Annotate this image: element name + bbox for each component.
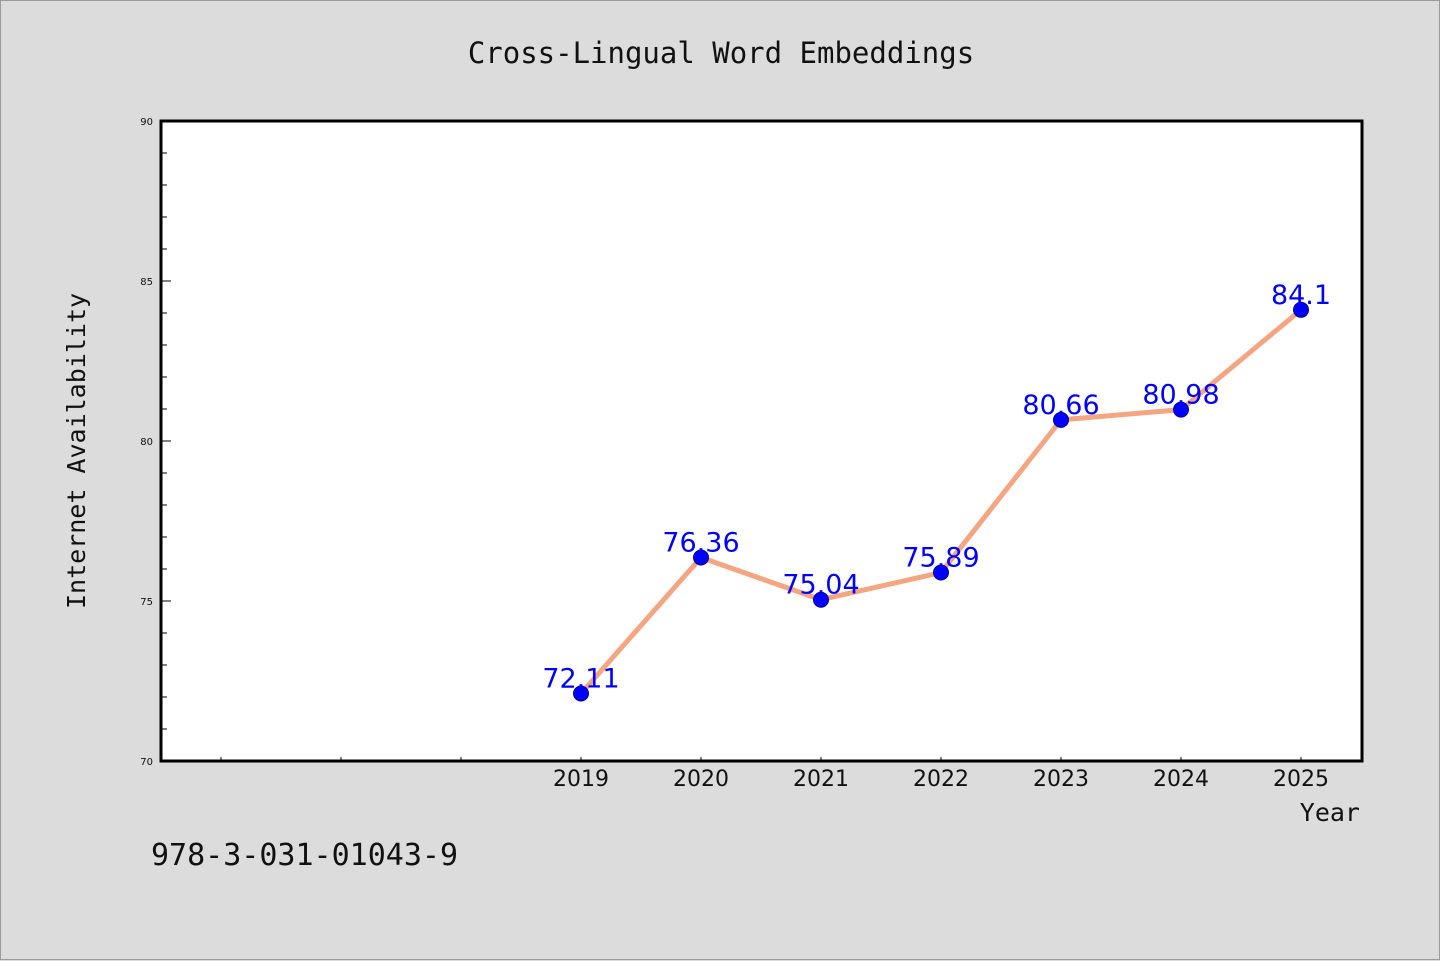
data-point	[1293, 301, 1309, 318]
y-tick-label: 70	[140, 757, 153, 768]
plot-area	[159, 119, 1364, 763]
data-point	[693, 549, 709, 566]
footer-identifier: 978-3-031-01043-9	[151, 838, 458, 873]
data-point	[933, 564, 949, 581]
x-tick-label: 2023	[1033, 767, 1089, 792]
series-layer: 72.11 76.36 75.04 75.89 80.66 80.98 84.1	[542, 280, 1331, 702]
y-axis-ticks: 70 75 80 85 90	[140, 117, 171, 768]
x-tick-label: 2020	[673, 767, 729, 792]
chart-title: Cross-Lingual Word Embeddings	[468, 36, 974, 70]
data-label: 75.04	[782, 570, 859, 601]
x-tick-label: 2025	[1273, 767, 1329, 792]
data-point	[1053, 411, 1069, 428]
x-axis-label: Year	[1300, 798, 1360, 827]
x-tick-label: 2022	[913, 767, 969, 792]
x-tick-label: 2024	[1153, 767, 1209, 792]
data-point	[573, 685, 589, 702]
data-label: 80.66	[1022, 390, 1099, 421]
x-tick-label: 2021	[793, 767, 849, 792]
y-tick-label: 85	[140, 277, 153, 288]
data-point	[1173, 401, 1189, 418]
data-label: 80.98	[1142, 380, 1219, 411]
data-label: 76.36	[662, 527, 739, 558]
x-tick-label: 2019	[553, 767, 609, 792]
data-point	[813, 591, 829, 608]
y-tick-label: 75	[140, 597, 153, 608]
y-tick-label: 80	[140, 437, 153, 448]
data-label: 84.1	[1271, 280, 1331, 311]
y-tick-label: 90	[140, 117, 153, 128]
y-axis-label: Internet Availability	[62, 293, 91, 609]
x-axis-ticks: 2019 2020 2021 2022 2023 2024 2025	[220, 757, 1329, 792]
data-label: 72.11	[542, 663, 619, 694]
data-label: 75.89	[902, 543, 979, 574]
